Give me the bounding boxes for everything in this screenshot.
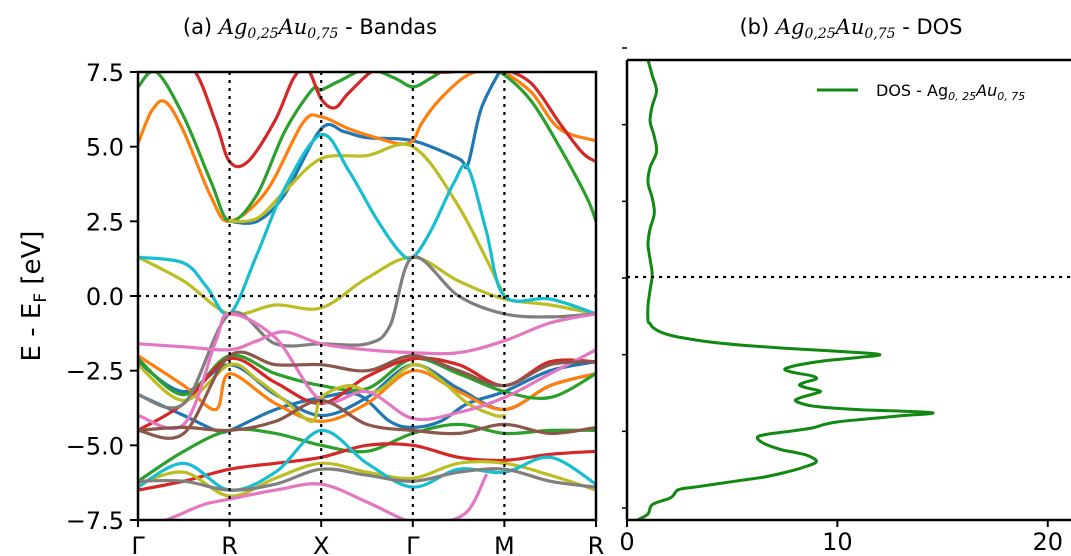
band-y-tick-label: 2.5 (86, 208, 124, 236)
band-line-19 (138, 312, 596, 356)
band-line-18 (138, 467, 596, 492)
band-y-tick-label: −5.0 (66, 432, 124, 460)
band-y-axis-label: E - EF [eV] (17, 231, 51, 362)
legend-label: DOS - Ag0, 25Au0, 75 (876, 81, 1025, 103)
band-y-tick-label: 0.0 (86, 283, 124, 311)
band-line-23 (138, 398, 596, 436)
dos-curve (636, 60, 935, 520)
band-line-21 (157, 473, 488, 520)
dos-panel-title: (b) Ag0,25Au0,75 - DOS (739, 15, 962, 42)
dos-legend: DOS - Ag0, 25Au0, 75 (817, 81, 1025, 103)
k-point-label: R (221, 532, 238, 556)
band-y-ticks: 7.5 5.0 2.5 0.0 −2.5 −5.0 −7.5 (66, 59, 138, 535)
k-point-label: Γ (406, 532, 420, 556)
band-y-tick-label: −2.5 (66, 358, 124, 386)
band-line-20 (138, 312, 596, 431)
band-line-12 (228, 142, 506, 298)
band-line-16 (138, 428, 596, 492)
dos-x-tick-label: 20 (1032, 528, 1063, 556)
band-line-14 (138, 460, 596, 498)
dos-plot-frame (625, 58, 1071, 522)
band-line-15 (138, 133, 596, 317)
k-point-label: M (494, 532, 515, 556)
band-panel-title: (a) Ag0,25Au0,75 - Bandas (183, 15, 437, 42)
dos-x-tick-label: 0 (619, 528, 634, 556)
k-point-label: R (588, 532, 605, 556)
band-line-4 (138, 354, 596, 424)
band-line-10 (138, 442, 596, 492)
band-line-22 (138, 350, 596, 440)
band-line-8 (193, 72, 596, 169)
band-y-tick-label: −7.5 (66, 507, 124, 535)
band-y-tick-label: 7.5 (86, 59, 124, 87)
band-line-5 (138, 72, 596, 223)
band-y-tick-label: 5.0 (86, 134, 124, 162)
dos-x-tick-label: 10 (822, 528, 853, 556)
band-line-11 (138, 362, 506, 423)
dos-y-ticks (622, 47, 627, 509)
band-line-3 (138, 72, 596, 223)
k-point-label: X (313, 532, 329, 556)
dos-x-ticks: 0 10 20 (619, 520, 1063, 556)
k-point-label: Γ (131, 532, 145, 556)
band-structure-lines (138, 72, 596, 520)
band-line-6 (138, 422, 596, 483)
